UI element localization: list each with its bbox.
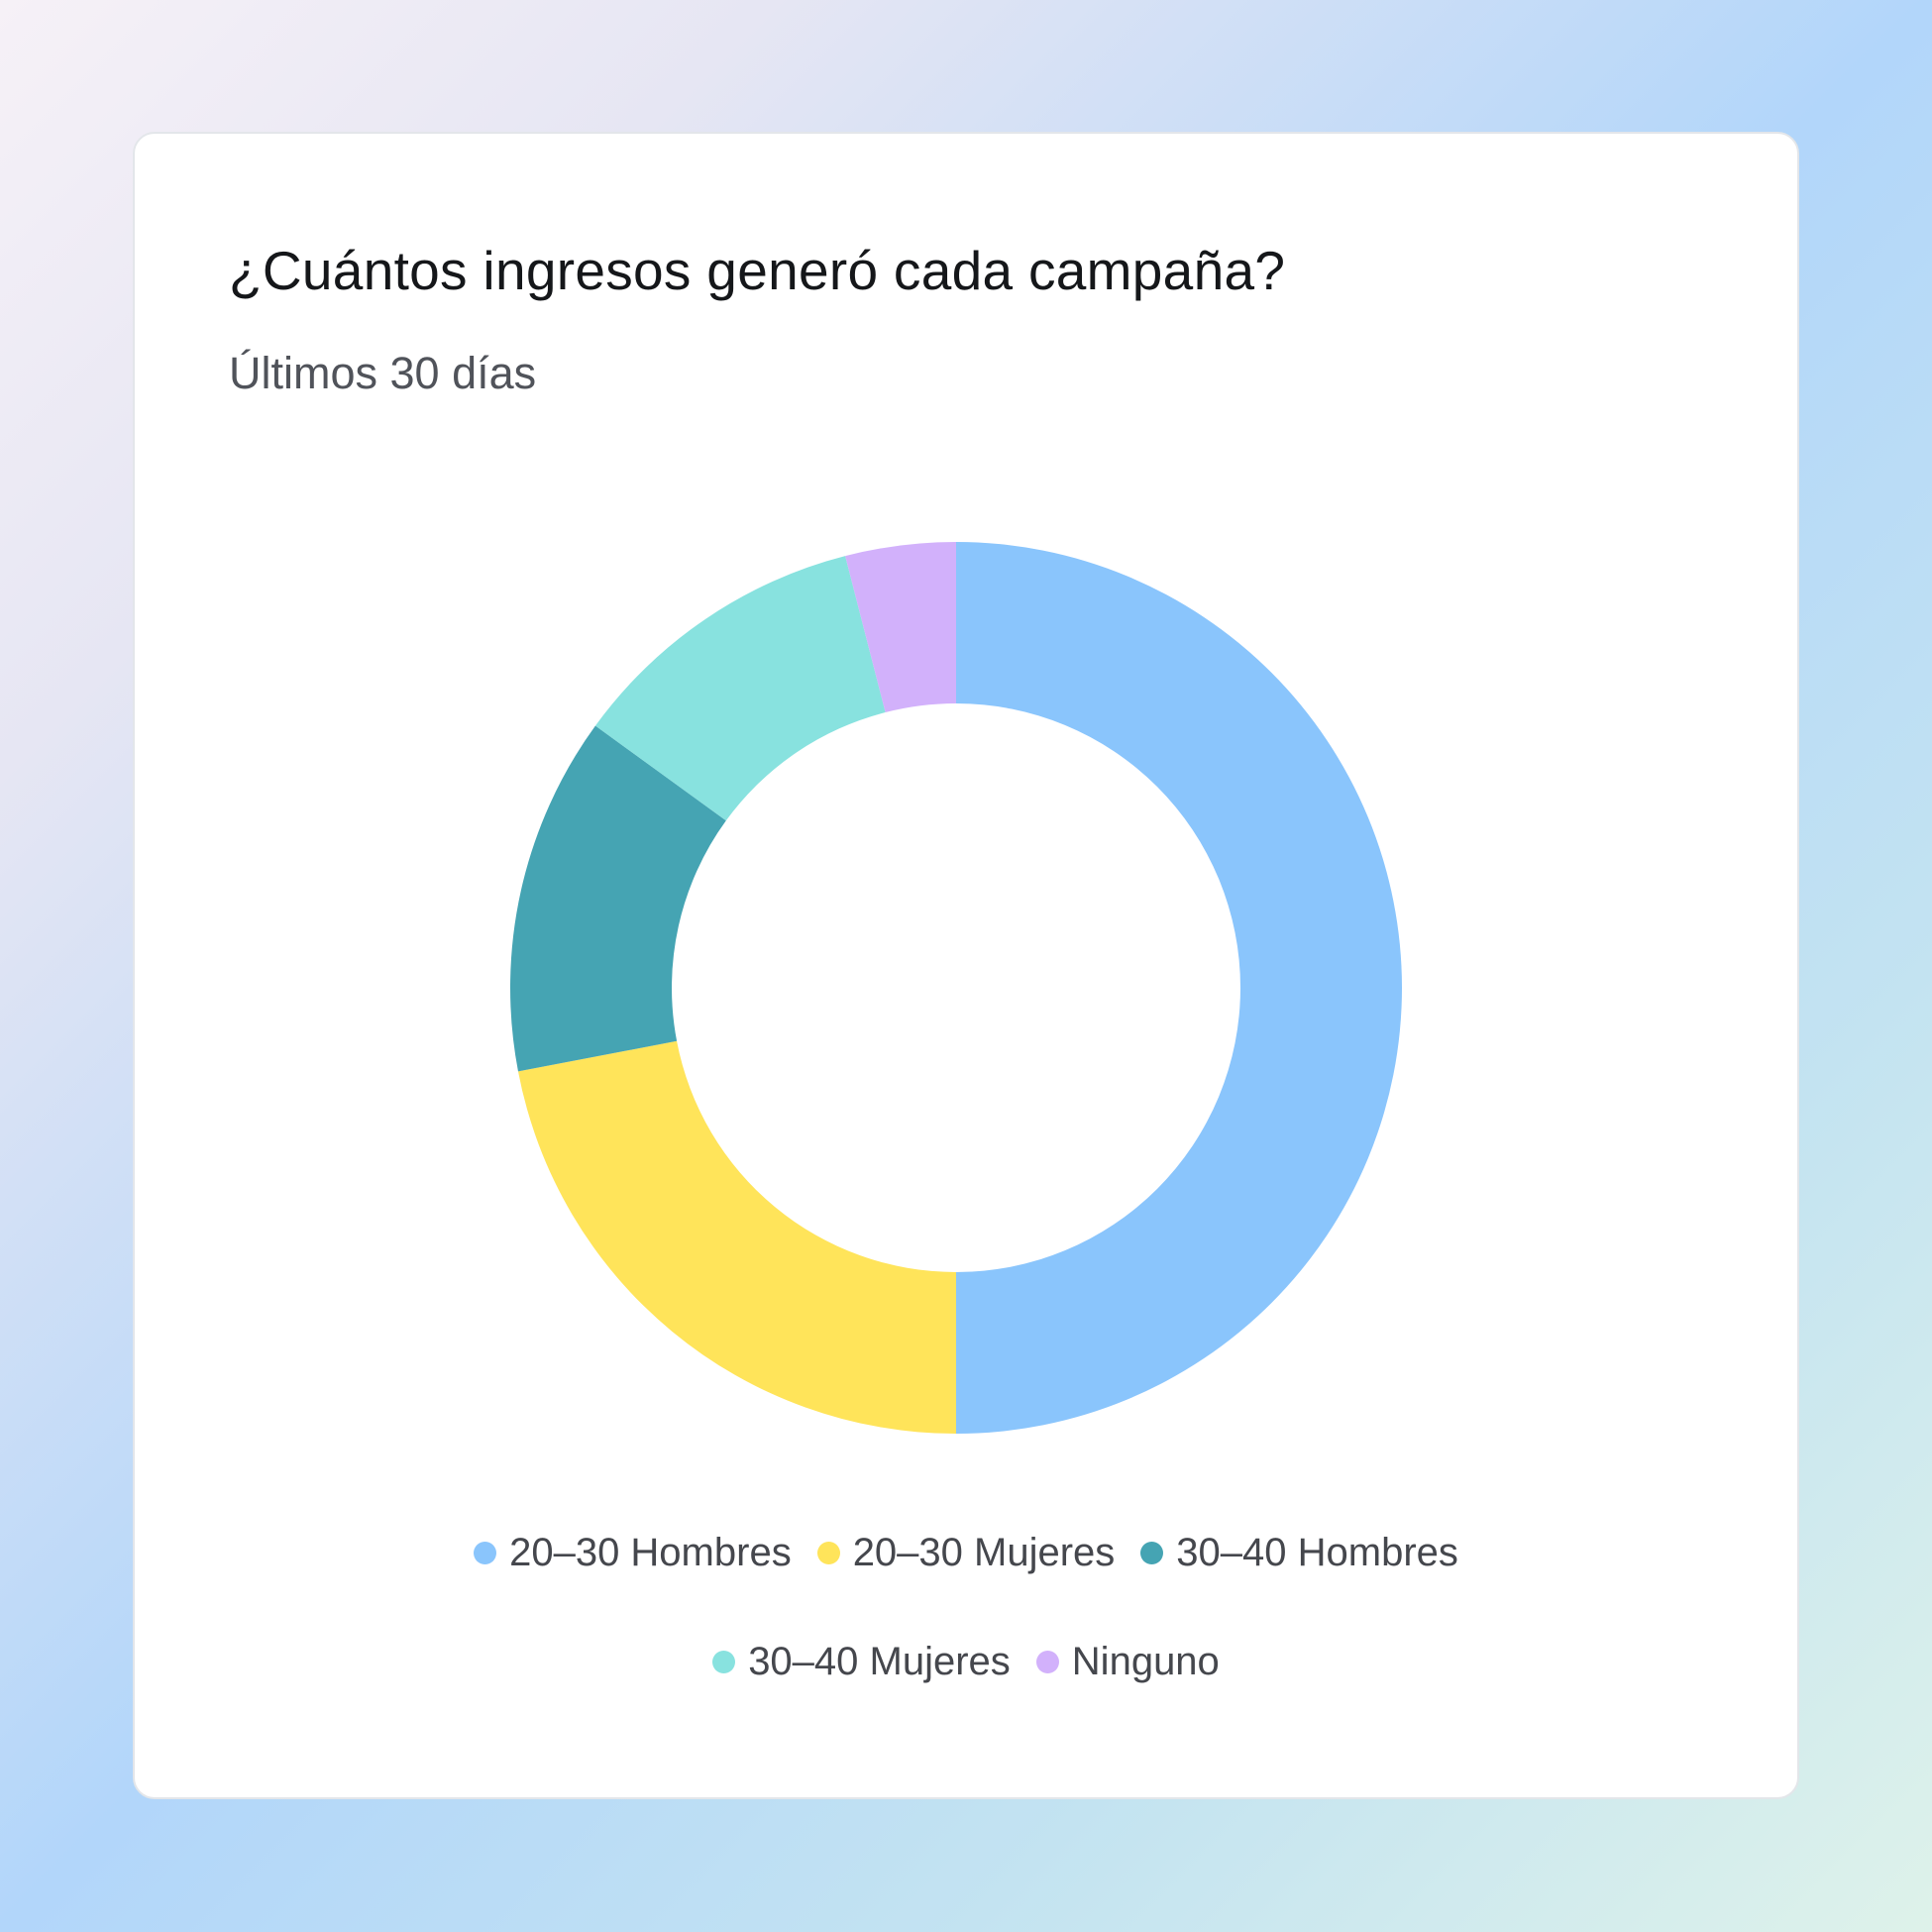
legend-dot-icon <box>816 1542 840 1564</box>
legend-item[interactable]: 30–40 Mujeres <box>712 1640 1011 1684</box>
legend-label: 20–30 Mujeres <box>852 1531 1116 1574</box>
legend-row: 20–30 Hombres 20–30 Mujeres 30–40 Hombres <box>135 1531 1797 1575</box>
legend-label: Ninguno <box>1071 1640 1220 1683</box>
legend-dot-icon <box>1035 1651 1059 1673</box>
donut-slice-30-40-mujeres[interactable] <box>594 556 886 821</box>
donut-slice-20-30-mujeres[interactable] <box>517 1040 956 1434</box>
legend-label: 30–40 Hombres <box>1176 1531 1458 1574</box>
chart-card: ¿Cuántos ingresos generó cada campaña? Ú… <box>133 132 1799 1799</box>
chart-title: ¿Cuántos ingresos generó cada campaña? <box>229 240 1286 301</box>
legend-dot-icon <box>1140 1542 1164 1564</box>
donut-slice-30-40-hombres[interactable] <box>510 725 726 1072</box>
legend-dot-icon <box>712 1651 736 1673</box>
donut-slice-ninguno[interactable] <box>845 542 956 713</box>
legend-dot-icon <box>474 1542 497 1564</box>
chart-subtitle: Últimos 30 días <box>229 348 537 398</box>
legend-label: 20–30 Hombres <box>509 1531 792 1574</box>
legend-label: 30–40 Mujeres <box>748 1640 1011 1683</box>
legend-row: 30–40 Mujeres Ninguno <box>135 1640 1797 1684</box>
legend-item[interactable]: Ninguno <box>1035 1640 1220 1684</box>
legend-item[interactable]: 20–30 Hombres <box>474 1531 792 1575</box>
legend-item[interactable]: 20–30 Mujeres <box>816 1531 1116 1575</box>
donut-slice-20-30-hombres[interactable] <box>956 542 1402 1434</box>
donut-chart <box>510 542 1402 1434</box>
legend-item[interactable]: 30–40 Hombres <box>1140 1531 1458 1575</box>
